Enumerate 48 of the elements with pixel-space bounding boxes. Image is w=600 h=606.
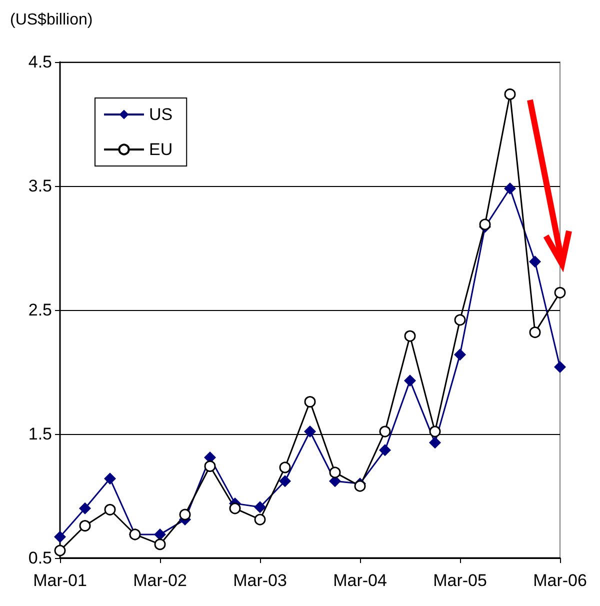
point bbox=[154, 528, 166, 540]
legend-label: EU bbox=[149, 140, 173, 159]
point bbox=[154, 538, 166, 550]
x-tick-label: Mar-04 bbox=[333, 571, 387, 590]
point bbox=[504, 182, 516, 194]
point bbox=[529, 256, 541, 268]
point bbox=[254, 514, 266, 526]
y-tick-label: 0.5 bbox=[28, 548, 52, 568]
point bbox=[179, 508, 191, 520]
point bbox=[279, 475, 291, 488]
point bbox=[429, 436, 441, 449]
point bbox=[304, 396, 316, 408]
point bbox=[454, 314, 466, 326]
point bbox=[279, 462, 291, 474]
point bbox=[79, 520, 91, 532]
point bbox=[54, 530, 66, 543]
y-tick-label: 2.5 bbox=[28, 300, 52, 320]
x-tick-label: Mar-05 bbox=[433, 571, 487, 590]
point bbox=[354, 480, 366, 492]
point bbox=[304, 426, 316, 438]
point bbox=[254, 501, 266, 514]
x-tick-label: Mar-06 bbox=[533, 571, 587, 590]
point bbox=[554, 286, 566, 298]
x-tick-label: Mar-01 bbox=[33, 571, 87, 590]
point bbox=[404, 330, 416, 342]
point bbox=[104, 472, 116, 485]
point bbox=[479, 218, 491, 230]
point bbox=[429, 426, 441, 438]
point bbox=[529, 326, 541, 338]
y-tick-label: 1.5 bbox=[28, 424, 52, 444]
point bbox=[329, 466, 341, 478]
y-tick-label: 4.5 bbox=[28, 52, 52, 72]
point bbox=[454, 348, 466, 361]
point bbox=[504, 88, 516, 100]
point bbox=[204, 460, 216, 472]
point bbox=[54, 544, 66, 556]
point bbox=[404, 374, 416, 387]
point bbox=[229, 502, 241, 514]
point bbox=[554, 361, 566, 374]
y-tick-label: 3.5 bbox=[28, 176, 52, 196]
point bbox=[379, 444, 391, 456]
point bbox=[379, 426, 391, 438]
point bbox=[104, 504, 116, 516]
y-axis-title: (US$billion) bbox=[10, 12, 93, 28]
point bbox=[79, 502, 91, 514]
x-tick-label: Mar-02 bbox=[133, 571, 187, 590]
legend-label: US bbox=[149, 105, 173, 124]
x-tick-label: Mar-03 bbox=[233, 571, 287, 590]
